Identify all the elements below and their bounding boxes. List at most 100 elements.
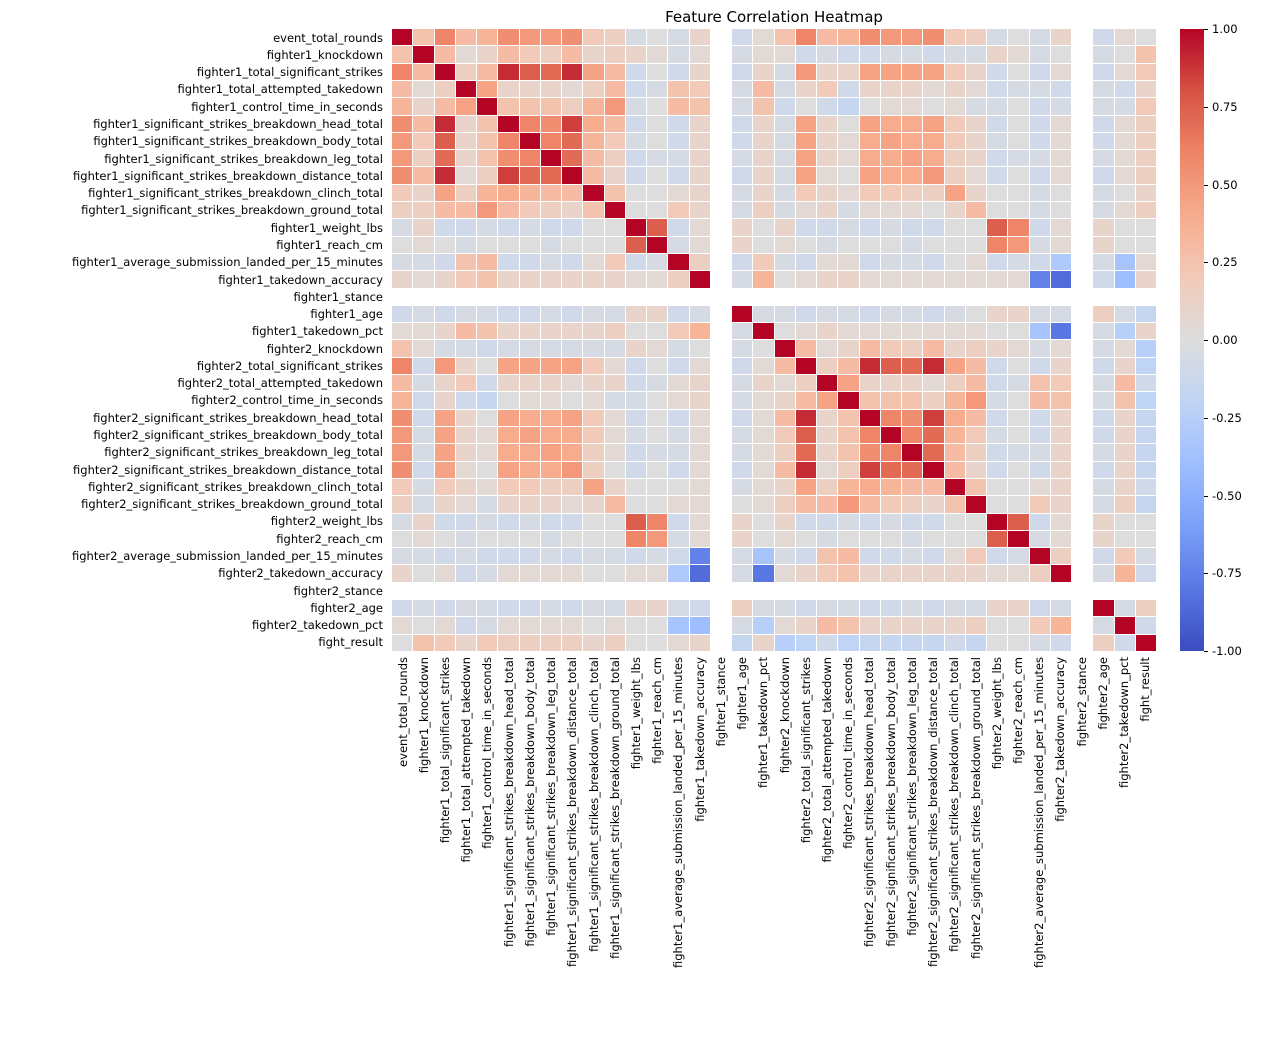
heatmap-cell — [859, 305, 880, 323]
heatmap-cell — [880, 530, 901, 548]
heatmap-cell — [987, 427, 1008, 444]
heatmap-cell — [647, 582, 668, 600]
x-tick: fighter2_takedown_accuracy — [1050, 657, 1071, 1037]
heatmap-cell — [817, 271, 838, 288]
heatmap-cell — [753, 375, 774, 392]
heatmap-cell — [1135, 565, 1156, 582]
heatmap-cell — [455, 375, 476, 392]
heatmap-cell — [1135, 80, 1156, 98]
heatmap-cell — [583, 392, 604, 409]
heatmap-cell — [413, 496, 434, 513]
heatmap-cell — [965, 444, 986, 461]
heatmap-cell — [859, 409, 880, 427]
heatmap-cell — [413, 409, 434, 427]
heatmap-cell — [562, 46, 583, 63]
heatmap-cell — [392, 236, 413, 253]
x-tick-label: fighter2_knockdown — [777, 657, 792, 774]
heatmap-cell — [1050, 617, 1071, 634]
heatmap-cell — [647, 496, 668, 513]
heatmap-cell — [625, 600, 646, 617]
heatmap-cell — [753, 150, 774, 167]
heatmap-cell — [817, 46, 838, 63]
heatmap-cell — [817, 357, 838, 375]
heatmap-cell — [1050, 444, 1071, 461]
heatmap-cell — [647, 600, 668, 617]
heatmap-cell — [1008, 323, 1029, 340]
heatmap-cell — [923, 219, 944, 236]
heatmap-cell — [817, 323, 838, 340]
heatmap-cell — [774, 565, 795, 582]
heatmap-cell — [774, 513, 795, 530]
heatmap-cell — [477, 150, 498, 167]
heatmap-cell — [817, 634, 838, 651]
heatmap-cell — [413, 46, 434, 63]
heatmap-cell — [1008, 548, 1029, 565]
heatmap-cell — [625, 582, 646, 600]
heatmap-cell — [540, 496, 561, 513]
heatmap-cell — [710, 409, 731, 427]
y-tick-label: fighter1_significant_strikes_breakdown_c… — [88, 186, 383, 201]
heatmap-cell — [944, 323, 965, 340]
heatmap-cell — [1114, 409, 1135, 427]
heatmap-cell — [1008, 582, 1029, 600]
heatmap-cell — [710, 530, 731, 548]
heatmap-cell — [477, 409, 498, 427]
heatmap-cell — [498, 600, 519, 617]
heatmap-cell — [562, 409, 583, 427]
heatmap-cell — [477, 478, 498, 496]
heatmap-cell — [604, 80, 625, 98]
heatmap-cell — [774, 357, 795, 375]
heatmap-cell — [540, 184, 561, 202]
heatmap-cell — [859, 548, 880, 565]
heatmap-cell — [1050, 288, 1071, 305]
heatmap-cell — [604, 548, 625, 565]
heatmap-cell — [987, 323, 1008, 340]
heatmap-cell — [880, 600, 901, 617]
heatmap-cell — [1008, 375, 1029, 392]
heatmap-cell — [1029, 219, 1050, 236]
x-tick: fighter1_significant_strikes_breakdown_c… — [583, 657, 604, 1037]
heatmap-cell — [1050, 375, 1071, 392]
heatmap-cell — [838, 253, 859, 271]
heatmap-cell — [647, 63, 668, 80]
heatmap-cell — [732, 634, 753, 651]
heatmap-cell — [987, 63, 1008, 80]
heatmap-cell — [1072, 271, 1093, 288]
heatmap-cell — [455, 80, 476, 98]
heatmap-cell — [1114, 375, 1135, 392]
heatmap-cell — [477, 340, 498, 357]
heatmap-cell — [477, 565, 498, 582]
heatmap-cell — [710, 444, 731, 461]
heatmap-cell — [562, 202, 583, 219]
heatmap-cell — [880, 29, 901, 46]
heatmap-cell — [1072, 80, 1093, 98]
heatmap-cell — [519, 236, 540, 253]
heatmap-cell — [944, 617, 965, 634]
heatmap-cell — [987, 565, 1008, 582]
heatmap-cell — [689, 461, 710, 478]
heatmap-cell — [1135, 444, 1156, 461]
heatmap-cell — [965, 219, 986, 236]
heatmap-cell — [604, 184, 625, 202]
heatmap-cell — [477, 29, 498, 46]
heatmap-cell — [710, 98, 731, 115]
heatmap-cell — [859, 46, 880, 63]
heatmap-cell — [923, 617, 944, 634]
heatmap-cell — [1029, 600, 1050, 617]
heatmap-cell — [1114, 461, 1135, 478]
heatmap-cell — [498, 132, 519, 150]
heatmap-cell — [1008, 478, 1029, 496]
colorbar-tick-label: 0.50 — [1212, 177, 1238, 192]
heatmap-cell — [519, 617, 540, 634]
heatmap-grid — [392, 29, 1156, 651]
heatmap-cell — [880, 634, 901, 651]
heatmap-cell — [1050, 29, 1071, 46]
heatmap-cell — [902, 600, 923, 617]
heatmap-cell — [689, 357, 710, 375]
x-tick-label: fighter2_stance — [1074, 657, 1089, 747]
heatmap-cell — [689, 80, 710, 98]
heatmap-cell — [923, 80, 944, 98]
heatmap-cell — [880, 288, 901, 305]
heatmap-cell — [944, 46, 965, 63]
heatmap-cell — [838, 219, 859, 236]
